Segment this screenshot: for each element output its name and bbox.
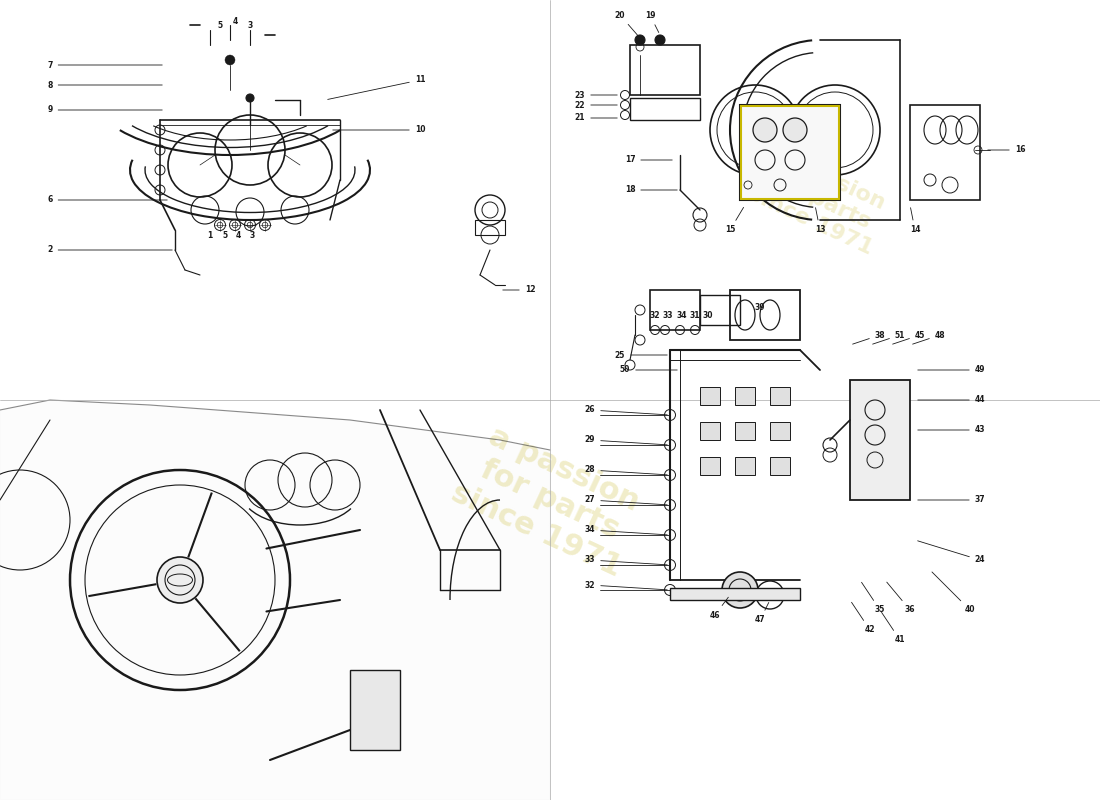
Text: 29: 29 (585, 435, 668, 445)
Text: 14: 14 (910, 208, 921, 234)
Text: 36: 36 (887, 582, 915, 614)
Text: 24: 24 (917, 541, 986, 565)
Text: 37: 37 (917, 495, 986, 505)
Circle shape (635, 35, 645, 45)
Text: 4: 4 (235, 230, 241, 239)
Bar (475, 220, 505, 235)
Text: 15: 15 (725, 207, 744, 234)
Text: 28: 28 (585, 466, 668, 475)
Text: 41: 41 (881, 612, 905, 645)
Text: 18: 18 (625, 186, 678, 194)
Text: 35: 35 (861, 582, 886, 614)
Text: 10: 10 (333, 126, 426, 134)
Text: 9: 9 (47, 106, 162, 114)
Text: 17: 17 (625, 155, 672, 165)
Text: 21: 21 (574, 114, 617, 122)
Text: 16: 16 (988, 146, 1025, 154)
Text: 30: 30 (703, 310, 713, 319)
Circle shape (226, 55, 235, 65)
Bar (850, 380, 910, 500)
Text: a passion
for parts
since 1971: a passion for parts since 1971 (745, 142, 895, 258)
Text: 5: 5 (222, 230, 228, 239)
Text: 31: 31 (690, 310, 701, 319)
Text: 40: 40 (932, 572, 976, 614)
Text: 50: 50 (619, 366, 678, 374)
Text: 26: 26 (585, 406, 668, 415)
Text: 49: 49 (917, 366, 986, 374)
Circle shape (246, 94, 254, 102)
Text: 38: 38 (852, 330, 886, 344)
Text: 48: 48 (913, 330, 945, 344)
Bar (700, 295, 740, 325)
Bar (630, 98, 700, 120)
Text: 33: 33 (585, 555, 668, 565)
Text: 42: 42 (851, 602, 876, 634)
Bar (350, 670, 400, 750)
Text: 51: 51 (872, 330, 905, 344)
Text: 20: 20 (615, 10, 638, 36)
Circle shape (654, 35, 666, 45)
Text: 1: 1 (208, 230, 212, 239)
Polygon shape (0, 400, 550, 800)
Text: 7: 7 (47, 61, 162, 70)
Bar (700, 387, 720, 405)
Bar (741, 106, 839, 199)
Text: 27: 27 (585, 495, 668, 505)
Text: 46: 46 (710, 598, 728, 619)
Bar (650, 290, 700, 330)
Text: 3: 3 (248, 21, 253, 30)
Text: a passion
for parts
since 1971: a passion for parts since 1971 (446, 418, 654, 582)
Bar (735, 387, 755, 405)
Text: 8: 8 (47, 81, 162, 90)
Bar (770, 422, 790, 440)
Text: 34: 34 (585, 526, 668, 535)
Bar (735, 457, 755, 475)
Text: 32: 32 (650, 310, 660, 319)
Bar (700, 457, 720, 475)
Text: 5: 5 (218, 21, 222, 30)
Text: 39: 39 (755, 303, 766, 313)
Text: 33: 33 (662, 310, 673, 319)
Bar (630, 45, 700, 95)
Bar (740, 105, 840, 200)
Bar (700, 422, 720, 440)
Text: 11: 11 (328, 75, 426, 99)
Circle shape (157, 557, 204, 603)
Text: 32: 32 (585, 581, 668, 590)
Circle shape (783, 118, 807, 142)
Bar (735, 422, 755, 440)
Circle shape (754, 118, 777, 142)
Text: 12: 12 (503, 286, 536, 294)
Bar (770, 387, 790, 405)
Bar (730, 290, 800, 340)
Text: 25: 25 (615, 350, 668, 359)
Bar (910, 105, 980, 200)
Text: 2: 2 (47, 246, 173, 254)
Text: 19: 19 (645, 10, 659, 33)
Circle shape (722, 572, 758, 608)
Text: 34: 34 (676, 310, 688, 319)
Text: 45: 45 (892, 330, 925, 344)
Text: 23: 23 (574, 90, 617, 99)
Bar (770, 457, 790, 475)
Text: 3: 3 (250, 230, 254, 239)
Text: 4: 4 (232, 18, 238, 26)
Text: 6: 6 (47, 195, 167, 205)
Text: 43: 43 (917, 426, 986, 434)
Text: 47: 47 (755, 602, 769, 625)
Text: 44: 44 (917, 395, 986, 405)
Text: 13: 13 (815, 208, 825, 234)
Text: 22: 22 (574, 101, 617, 110)
Bar (670, 588, 800, 600)
